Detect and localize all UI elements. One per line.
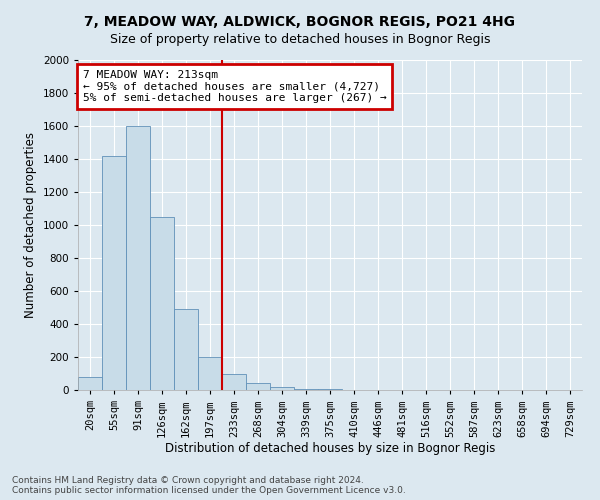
Bar xyxy=(198,357,222,390)
Bar xyxy=(150,217,174,390)
Text: Size of property relative to detached houses in Bognor Regis: Size of property relative to detached ho… xyxy=(110,32,490,46)
Text: 7 MEADOW WAY: 213sqm
← 95% of detached houses are smaller (4,727)
5% of semi-det: 7 MEADOW WAY: 213sqm ← 95% of detached h… xyxy=(83,70,387,103)
X-axis label: Distribution of detached houses by size in Bognor Regis: Distribution of detached houses by size … xyxy=(165,442,495,455)
Bar xyxy=(222,374,246,390)
Bar xyxy=(246,384,270,390)
Text: 7, MEADOW WAY, ALDWICK, BOGNOR REGIS, PO21 4HG: 7, MEADOW WAY, ALDWICK, BOGNOR REGIS, PO… xyxy=(85,15,515,29)
Bar xyxy=(270,386,294,390)
Bar xyxy=(294,388,318,390)
Bar xyxy=(102,156,126,390)
Bar xyxy=(78,377,102,390)
Text: Contains HM Land Registry data © Crown copyright and database right 2024.
Contai: Contains HM Land Registry data © Crown c… xyxy=(12,476,406,495)
Bar xyxy=(174,309,198,390)
Bar xyxy=(126,126,150,390)
Y-axis label: Number of detached properties: Number of detached properties xyxy=(24,132,37,318)
